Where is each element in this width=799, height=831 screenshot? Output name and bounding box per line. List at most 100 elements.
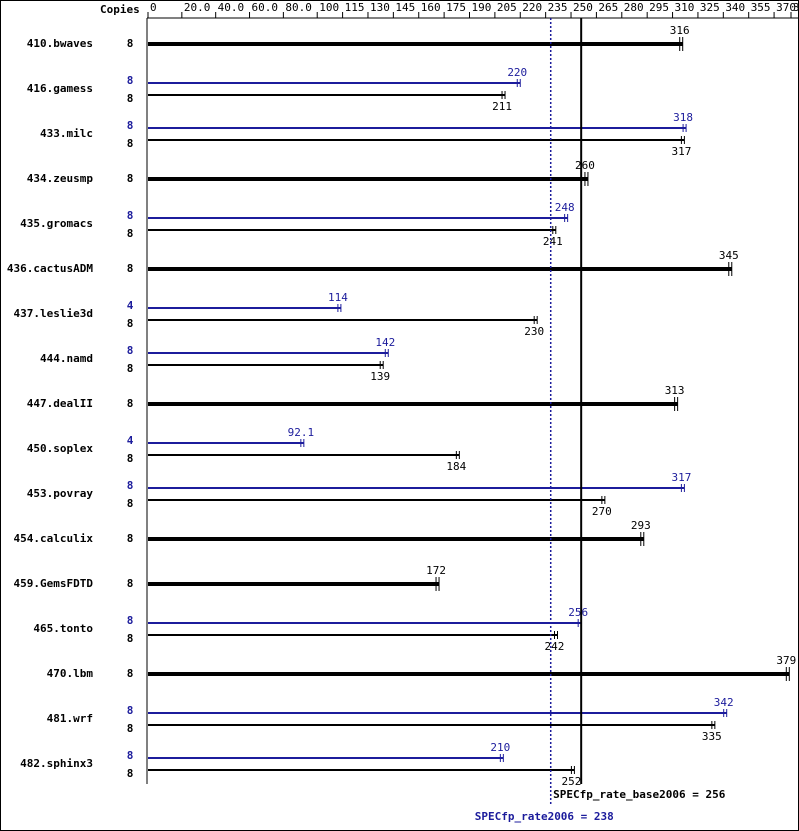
base-copies: 8 [127, 37, 134, 50]
benchmark-label: 454.calculix [14, 532, 94, 545]
base-copies: 8 [127, 452, 134, 465]
x-tick-label: 175 [446, 1, 466, 14]
benchmark-label: 459.GemsFDTD [14, 577, 94, 590]
base-copies: 8 [127, 397, 134, 410]
benchmark-label: 447.dealII [27, 397, 93, 410]
benchmark-label: 481.wrf [47, 712, 93, 725]
peak-copies: 8 [127, 479, 134, 492]
base-value-label: 184 [446, 460, 466, 473]
base-copies: 8 [127, 767, 134, 780]
benchmark-label: 470.lbm [47, 667, 94, 680]
base-value-label: 270 [592, 505, 612, 518]
x-tick-label: 190 [472, 1, 492, 14]
peak-copies: 8 [127, 344, 134, 357]
x-tick-label: 295 [649, 1, 669, 14]
peak-value-label: 92.1 [288, 426, 315, 439]
benchmark-label: 410.bwaves [27, 37, 93, 50]
benchmark-label: 444.namd [40, 352, 93, 365]
x-tick-label: 310 [675, 1, 695, 14]
x-tick-label: 60.0 [252, 1, 278, 14]
reference-label: SPECfp_rate2006 = 238 [475, 810, 614, 823]
base-copies: 8 [127, 722, 134, 735]
base-copies: 8 [127, 172, 134, 185]
base-copies: 8 [127, 137, 134, 150]
base-value-label: 139 [370, 370, 390, 383]
x-tick-label: 0 [150, 1, 157, 14]
x-tick-label: 130 [370, 1, 390, 14]
peak-copies: 8 [127, 209, 134, 222]
copies-header: Copies [100, 3, 140, 16]
benchmark-label: 465.tonto [33, 622, 93, 635]
base-copies: 8 [127, 317, 134, 330]
base-value-label: 230 [524, 325, 544, 338]
base-value-label: 242 [545, 640, 565, 653]
benchmark-label: 437.leslie3d [14, 307, 93, 320]
x-tick-label: 115 [345, 1, 365, 14]
base-copies: 8 [127, 532, 134, 545]
peak-value-label: 220 [507, 66, 527, 79]
benchmark-label: 450.soplex [27, 442, 94, 455]
x-tick-label: 280 [624, 1, 644, 14]
x-tick-label: 235 [548, 1, 568, 14]
peak-value-label: 248 [555, 201, 575, 214]
x-tick-label: 265 [598, 1, 618, 14]
x-tick-label: 220 [522, 1, 542, 14]
base-copies: 8 [127, 92, 134, 105]
benchmark-label: 416.gamess [27, 82, 93, 95]
base-value-label: 379 [776, 654, 796, 667]
peak-value-label: 317 [671, 471, 691, 484]
x-tick-label: 80.0 [285, 1, 312, 14]
base-value-label: 211 [492, 100, 512, 113]
benchmark-label: 435.gromacs [20, 217, 93, 230]
peak-value-label: 142 [375, 336, 395, 349]
base-copies: 8 [127, 667, 134, 680]
peak-copies: 4 [127, 299, 134, 312]
base-copies: 8 [127, 632, 134, 645]
base-copies: 8 [127, 497, 134, 510]
x-tick-label: 250 [573, 1, 593, 14]
peak-value-label: 114 [328, 291, 348, 304]
peak-copies: 8 [127, 704, 134, 717]
base-value-label: 293 [631, 519, 651, 532]
x-tick-label: 355 [751, 1, 771, 14]
peak-copies: 4 [127, 434, 134, 447]
x-tick-label: 325 [700, 1, 720, 14]
x-tick-label: 370 [776, 1, 796, 14]
x-tick-label: 340 [725, 1, 745, 14]
base-value-label: 335 [702, 730, 722, 743]
base-copies: 8 [127, 227, 134, 240]
benchmark-label: 482.sphinx3 [20, 757, 93, 770]
x-tick-label: 160 [421, 1, 441, 14]
base-value-label: 345 [719, 249, 739, 262]
reference-label: SPECfp_rate_base2006 = 256 [553, 788, 726, 801]
base-value-label: 316 [670, 24, 690, 37]
peak-value-label: 318 [673, 111, 693, 124]
x-tick-label: 380 [793, 1, 799, 14]
base-copies: 8 [127, 362, 134, 375]
peak-copies: 8 [127, 119, 134, 132]
base-value-label: 241 [543, 235, 563, 248]
peak-copies: 8 [127, 749, 134, 762]
x-tick-label: 20.0 [184, 1, 211, 14]
peak-value-label: 342 [714, 696, 734, 709]
peak-value-label: 210 [490, 741, 510, 754]
benchmark-label: 434.zeusmp [27, 172, 94, 185]
base-copies: 8 [127, 262, 134, 275]
peak-value-label: 256 [568, 606, 588, 619]
base-value-label: 260 [575, 159, 595, 172]
base-value-label: 313 [665, 384, 685, 397]
peak-copies: 8 [127, 614, 134, 627]
base-value-label: 252 [561, 775, 581, 788]
x-tick-label: 100 [319, 1, 339, 14]
base-value-label: 172 [426, 564, 446, 577]
x-tick-label: 40.0 [218, 1, 245, 14]
benchmark-label: 436.cactusADM [7, 262, 93, 275]
x-tick-label: 205 [497, 1, 517, 14]
base-copies: 8 [127, 577, 134, 590]
benchmark-label: 453.povray [27, 487, 94, 500]
base-value-label: 317 [671, 145, 691, 158]
benchmark-label: 433.milc [40, 127, 93, 140]
x-tick-label: 145 [395, 1, 415, 14]
